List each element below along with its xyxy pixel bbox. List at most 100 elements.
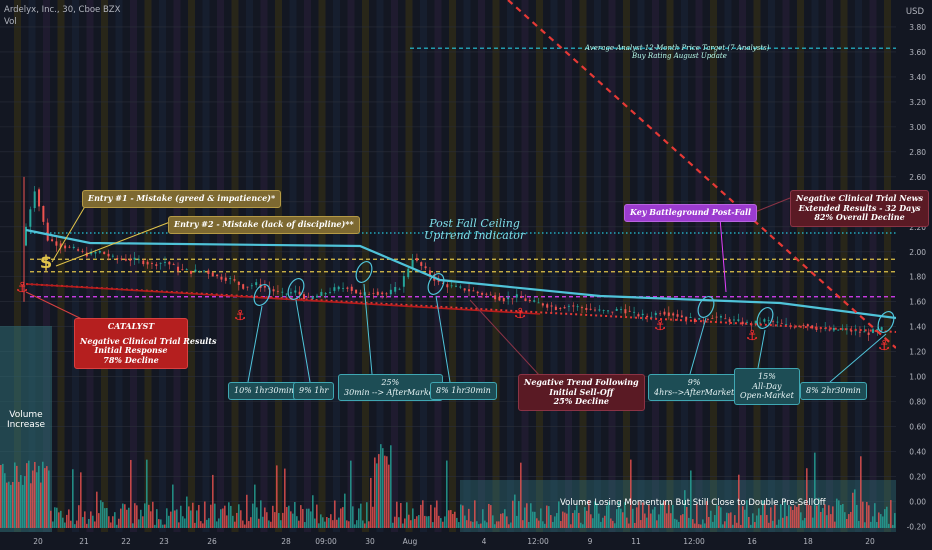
- volume-bar: [82, 517, 84, 528]
- candle-body: [528, 300, 531, 302]
- volume-bar: [600, 521, 602, 528]
- volume-bar: [646, 517, 648, 528]
- session-band: [246, 0, 253, 532]
- volume-bar: [652, 509, 654, 528]
- volume-bar: [804, 517, 806, 528]
- volume-bar: [730, 512, 732, 528]
- volume-bar: [680, 515, 682, 528]
- volume-bar: [20, 475, 22, 528]
- volume-bar: [824, 504, 826, 528]
- candle-body: [472, 290, 475, 292]
- volume-bar: [280, 520, 282, 528]
- volume-bar: [180, 505, 182, 528]
- volume-bar: [278, 513, 280, 528]
- volume-bar: [266, 512, 268, 528]
- price-tick-label: 1.80: [909, 273, 926, 282]
- session-band: [434, 0, 442, 532]
- candle-body: [719, 316, 722, 318]
- volume-bar: [226, 515, 228, 528]
- volume-bar: [866, 501, 868, 528]
- volume-bar: [330, 514, 332, 528]
- candle-body: [806, 324, 809, 327]
- volume-bar: [518, 501, 520, 528]
- volume-bar: [878, 512, 880, 528]
- candle-body: [233, 279, 236, 281]
- candle-body: [459, 286, 462, 288]
- price-tick-label: 3.80: [909, 23, 926, 32]
- session-band: [376, 0, 384, 532]
- volume-bar: [34, 461, 36, 528]
- volume-bar: [406, 502, 408, 528]
- session-band: [565, 0, 572, 532]
- volume-bar: [28, 460, 30, 528]
- candle-body: [563, 307, 566, 309]
- negative-news-callout: Negative Clinical Trial News Extended Re…: [790, 190, 930, 227]
- session-band: [797, 0, 804, 532]
- volume-bar: [424, 515, 426, 528]
- volume-bar: [586, 510, 588, 528]
- volume-bar: [130, 459, 132, 528]
- volume-bar: [476, 521, 478, 528]
- volume-bar: [422, 500, 424, 528]
- candle-body: [554, 306, 557, 311]
- price-tick-label: 1.20: [909, 348, 926, 357]
- candle-body: [546, 304, 549, 308]
- volume-bar: [174, 510, 176, 528]
- volume-bar: [616, 509, 618, 528]
- volume-bar: [214, 503, 216, 528]
- volume-bar: [350, 460, 352, 528]
- volume-bar: [706, 501, 708, 528]
- volume-bar: [894, 513, 896, 528]
- volume-bar: [322, 517, 324, 528]
- volume-bar: [806, 468, 808, 528]
- candle-body: [337, 286, 340, 290]
- candle-body: [746, 321, 749, 323]
- volume-bar: [608, 501, 610, 528]
- candle-body: [342, 287, 345, 289]
- candle-body: [798, 325, 801, 327]
- money-icon: $: [40, 252, 53, 273]
- time-tick-label: 23: [159, 537, 169, 546]
- candle-body: [567, 305, 570, 307]
- candle-body: [381, 292, 384, 295]
- volume-bar: [234, 521, 236, 528]
- volume-bar: [212, 474, 214, 528]
- candle-body: [29, 209, 32, 227]
- volume-bar: [462, 505, 464, 528]
- volume-bar: [560, 521, 562, 528]
- volume-bar: [480, 523, 482, 528]
- candle-body: [285, 293, 288, 295]
- volume-bar: [242, 520, 244, 528]
- volume-bar: [736, 522, 738, 528]
- volume-bar: [334, 500, 336, 528]
- volume-bar: [796, 506, 798, 528]
- volume-bar: [574, 510, 576, 528]
- volume-bar: [640, 520, 642, 528]
- volume-bar: [356, 520, 358, 528]
- currency-label: USD: [905, 7, 924, 17]
- volume-bar: [126, 509, 128, 528]
- candle-body: [607, 310, 610, 312]
- session-bands: [14, 0, 891, 532]
- volume-bar: [156, 509, 158, 528]
- volume-bar: [80, 472, 82, 528]
- volume-bar: [672, 504, 674, 528]
- volume-bar: [562, 511, 564, 528]
- volume-bar: [862, 501, 864, 528]
- volume-bar: [6, 482, 8, 528]
- session-band: [782, 0, 790, 532]
- session-band: [623, 0, 630, 532]
- volume-bar: [16, 465, 18, 528]
- volume-bar: [138, 519, 140, 528]
- candle-body: [759, 322, 762, 324]
- candle-body: [55, 241, 58, 246]
- volume-bar: [372, 506, 374, 528]
- volume-bar: [340, 508, 342, 528]
- candle-body: [871, 329, 874, 333]
- candle-body: [385, 293, 388, 295]
- volume-bar: [870, 521, 872, 528]
- callout-connector: [295, 299, 311, 383]
- time-tick-label: 20: [33, 537, 43, 546]
- volume-bar: [468, 508, 470, 528]
